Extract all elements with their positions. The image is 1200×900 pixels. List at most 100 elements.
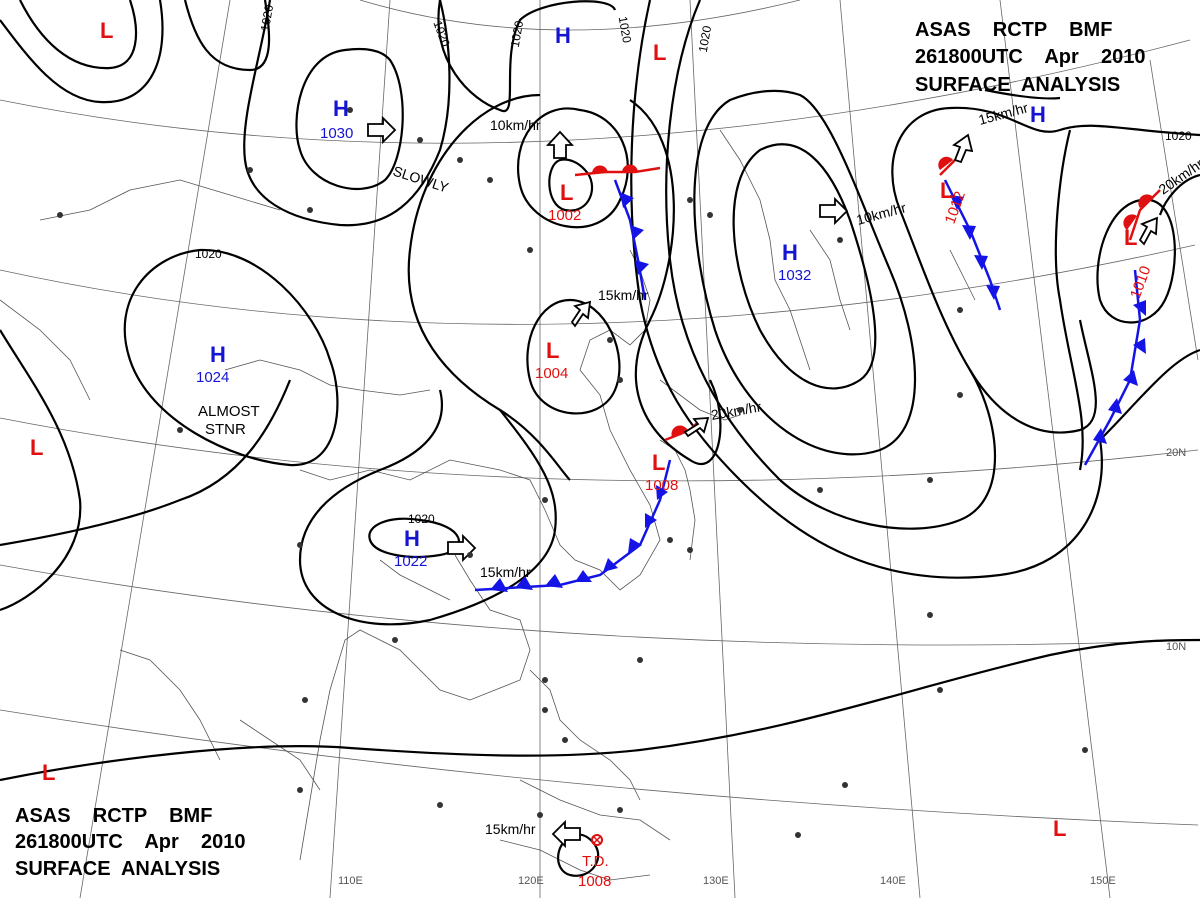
isobar	[437, 0, 617, 113]
isobar	[630, 0, 1103, 579]
longitude-label: 150E	[1090, 875, 1116, 887]
isobar	[0, 329, 82, 612]
low-value: 1004	[535, 365, 568, 382]
isobars	[0, 0, 1200, 877]
high-pressure-center: H 1032	[778, 240, 811, 284]
isobar	[0, 379, 292, 547]
high-value: 1032	[778, 267, 811, 284]
isobar	[183, 0, 271, 72]
movement-arrow-icon	[952, 133, 974, 164]
high-marker: H	[333, 96, 349, 121]
movement-arrow-icon	[683, 417, 710, 438]
isobar	[732, 143, 877, 390]
warm-front	[939, 159, 956, 176]
low-pressure-center: L 1004	[535, 338, 568, 382]
movement-arrow-icon	[1138, 216, 1158, 246]
header-subtitle: SURFACE ANALYSIS	[15, 858, 220, 880]
low-value: 1008	[645, 477, 678, 494]
latitude-label: 20N	[1166, 447, 1186, 459]
longitude-label: 130E	[703, 875, 729, 887]
header-bottom: ASAS RCTP BMF 261800UTC Apr 2010 SURFACE…	[15, 805, 246, 880]
cold-fronts	[474, 179, 1146, 592]
tropical-depression-label: T.D.	[582, 853, 609, 870]
movement-arrow-icon	[819, 196, 849, 226]
cold-front-barbs	[490, 192, 1146, 592]
low-marker: L	[100, 18, 113, 43]
high-marker: H	[210, 342, 226, 367]
low-pressure-center: L 1002	[548, 180, 581, 224]
warm-fronts	[574, 156, 1161, 442]
header-datetime: 261800UTC Apr 2010	[15, 831, 246, 853]
high-marker: H	[1030, 102, 1046, 127]
coastlines	[0, 129, 976, 881]
isobar	[665, 0, 997, 530]
low-marker: L	[652, 450, 665, 475]
longitude-label: 140E	[880, 875, 906, 887]
warm-front	[574, 166, 661, 177]
isobar	[298, 389, 557, 626]
low-marker: L	[560, 180, 573, 205]
high-pressure-center: H 1022	[394, 526, 427, 570]
header-title: ASAS RCTP BMF	[915, 19, 1112, 41]
warm-front	[1128, 189, 1161, 241]
isobar-label: 1020	[508, 19, 526, 48]
isobar-label: 1020	[1165, 129, 1192, 143]
isobar	[548, 158, 594, 212]
high-marker: H	[404, 526, 420, 551]
isobar	[891, 106, 1200, 211]
isobar	[123, 248, 339, 467]
isobar	[1158, 173, 1200, 216]
isobar	[19, 0, 138, 70]
pressure-centers: H 1030 H 1024 H 1022 H 1032 H H L 1002 L	[30, 18, 1154, 841]
isobar-label: 1020	[408, 512, 435, 526]
movement-arrow-icon	[545, 130, 575, 159]
isobar	[693, 89, 916, 456]
isobar	[557, 833, 600, 877]
latitude-label: 10N	[1166, 641, 1186, 653]
header-title: ASAS RCTP BMF	[15, 805, 212, 827]
low-value: 1002	[548, 207, 581, 224]
header-subtitle: SURFACE ANALYSIS	[915, 74, 1120, 96]
low-marker: L	[653, 40, 666, 65]
high-value: 1022	[394, 553, 427, 570]
isobar	[1054, 129, 1084, 471]
isobar-label: 1020	[616, 15, 634, 44]
isobar	[969, 319, 1097, 434]
isobar	[407, 93, 571, 481]
remark-almost: ALMOST	[198, 403, 260, 420]
header-top: ASAS RCTP BMF 261800UTC Apr 2010 SURFACE…	[915, 19, 1146, 96]
low-marker: L	[30, 435, 43, 460]
isobar-label: 1020	[195, 247, 222, 261]
tropical-depression-cross	[592, 835, 602, 845]
movement-label: 15km/hr	[598, 287, 649, 303]
isobar	[368, 517, 460, 558]
warm-front-semicircles	[591, 156, 1154, 437]
high-value: 1024	[196, 369, 229, 386]
movement-label: 15km/hr	[485, 821, 536, 837]
movement-label: 10km/hr	[490, 117, 541, 133]
high-pressure-center: H	[1030, 102, 1046, 127]
movement-arrow-icon	[570, 300, 592, 328]
header-datetime: 261800UTC Apr 2010	[915, 46, 1146, 68]
low-marker: L	[1053, 816, 1066, 841]
low-marker: L	[1124, 225, 1137, 250]
high-marker: H	[555, 23, 571, 48]
isobar	[0, 638, 1200, 782]
movement-arrow-icon	[551, 819, 581, 849]
tropical-depression-value: 1008	[578, 873, 611, 890]
longitude-label: 120E	[518, 875, 544, 887]
high-marker: H	[782, 240, 798, 265]
high-value: 1030	[320, 125, 353, 142]
longitude-label: 110E	[338, 875, 363, 887]
isobar	[1096, 198, 1176, 324]
isobar-label: 1020	[258, 3, 276, 32]
low-marker: L	[42, 760, 55, 785]
graticule-labels: 110E 120E 130E 140E 150E 20N 10N	[338, 447, 1186, 887]
low-pressure-center: L 1008	[645, 450, 678, 494]
low-marker: L	[940, 178, 953, 203]
isobar-labels: 1020 1020 1020 1020 1020 1020 1020 1020	[195, 3, 1192, 526]
isobar	[1099, 348, 1200, 441]
remark-stnr: STNR	[205, 421, 246, 438]
